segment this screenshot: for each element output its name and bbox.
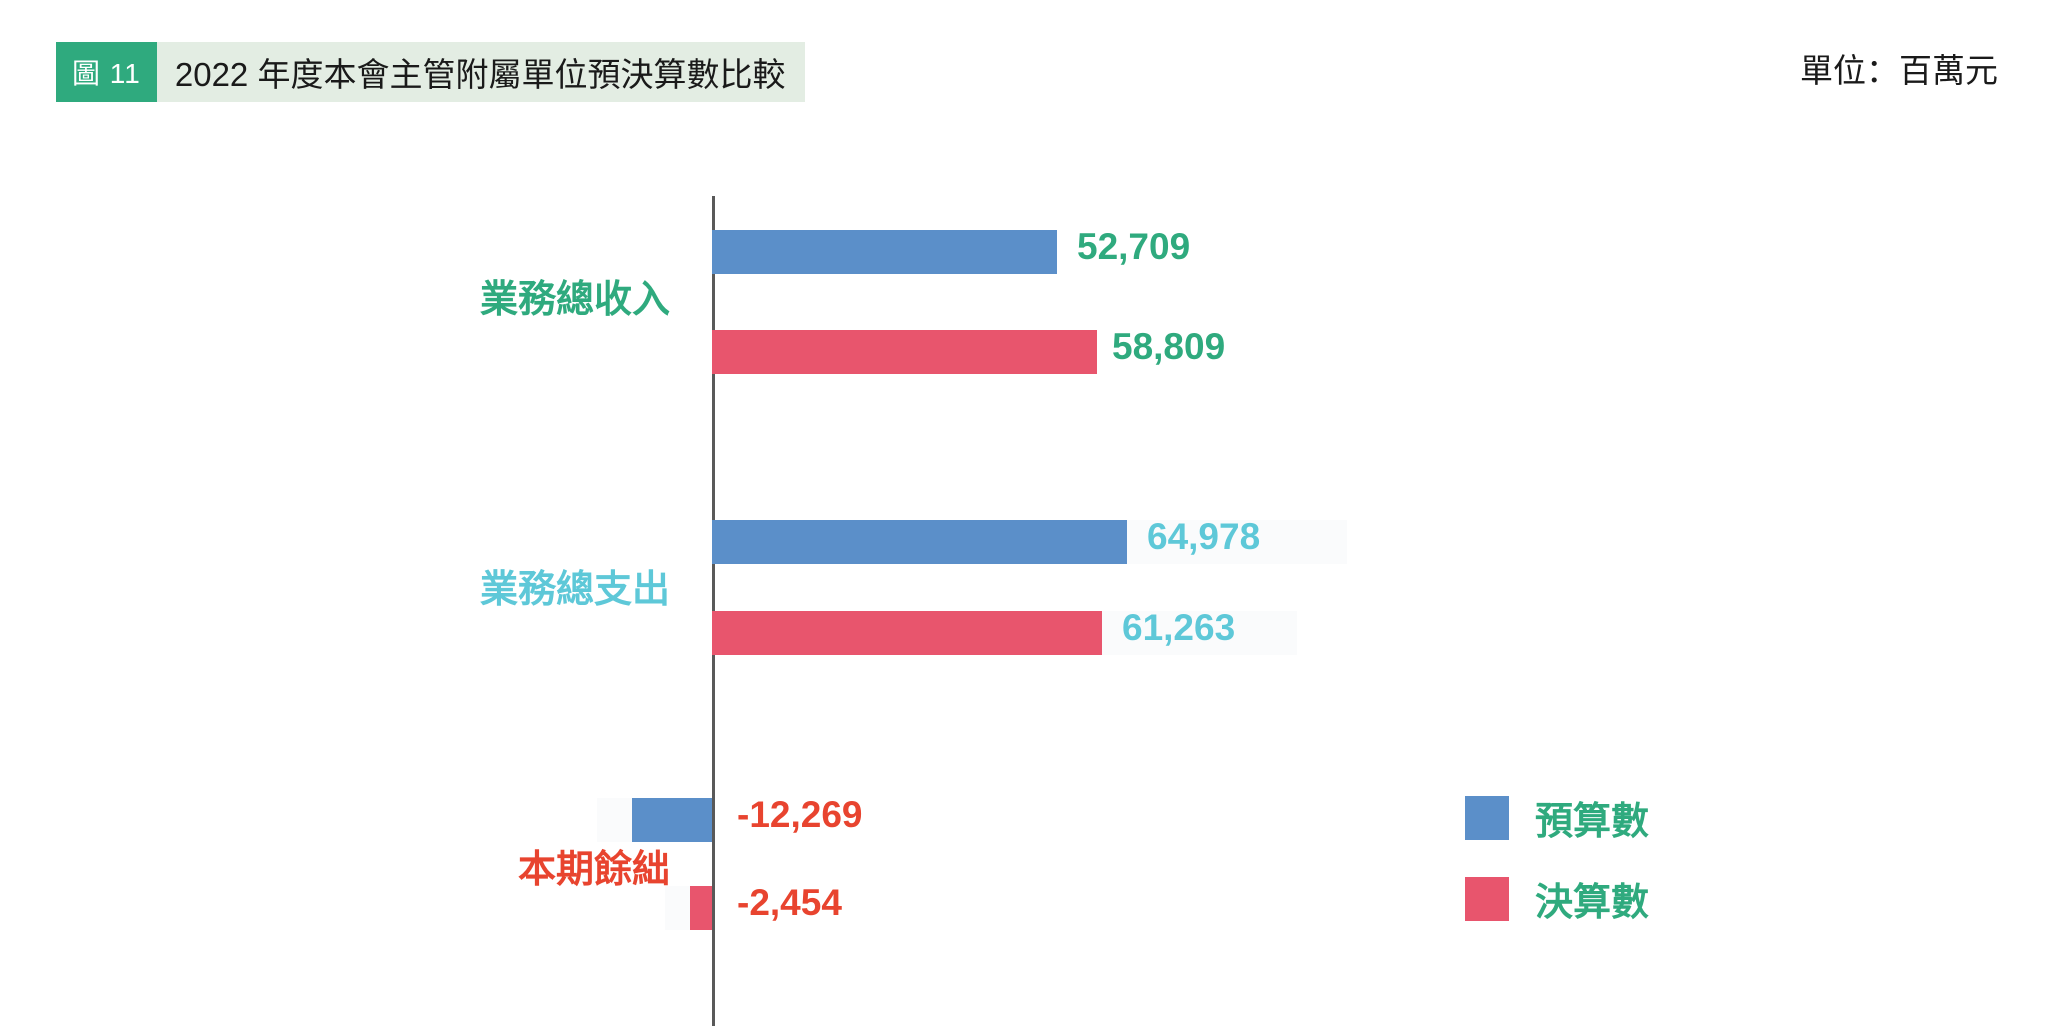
bar-row-income-actual: 58,809 — [0, 326, 2046, 374]
bar-value-income-actual: 58,809 — [1112, 326, 1226, 367]
chart-legend: 預算數 決算數 — [1465, 790, 1649, 952]
bar-value-surplus-actual: -2,454 — [737, 882, 842, 923]
bar-group-income: 業務總收入 52,709 58,809 — [0, 150, 2046, 410]
bar-expense-actual[interactable] — [712, 611, 1102, 655]
bar-surplus-budget[interactable] — [632, 798, 712, 842]
bar-surplus-actual[interactable] — [690, 886, 712, 930]
bar-row-expense-actual: 61,263 — [0, 607, 2046, 655]
chart-plot-area: 業務總收入 52,709 58,809 業務總支出 64,978 61,263 … — [0, 150, 2046, 1026]
bar-row-income-budget: 52,709 — [0, 226, 2046, 274]
legend-swatch-budget — [1465, 795, 1509, 840]
figure-badge: 圖 11 — [56, 42, 157, 102]
chart-header: 圖 11 2022 年度本會主管附屬單位預決算數比較 — [56, 42, 806, 102]
legend-label-actual: 決算數 — [1535, 882, 1650, 924]
bar-value-surplus-budget: -12,269 — [737, 794, 863, 835]
page-title: 2022 年度本會主管附屬單位預決算數比較 — [156, 42, 806, 102]
bar-value-income-budget: 52,709 — [1077, 226, 1191, 267]
legend-swatch-actual — [1465, 876, 1509, 921]
bar-value-expense-actual: 61,263 — [1122, 607, 1236, 648]
category-label-expense: 業務總支出 — [479, 569, 670, 611]
bar-income-actual[interactable] — [712, 330, 1097, 374]
legend-item-budget[interactable]: 預算數 — [1465, 790, 1649, 845]
unit-label: 單位：百萬元 — [1800, 52, 1998, 89]
bar-group-expense: 業務總支出 64,978 61,263 — [0, 430, 2046, 690]
bar-income-budget[interactable] — [712, 230, 1057, 274]
category-label-surplus: 本期餘絀 — [517, 849, 670, 891]
category-label-income: 業務總收入 — [479, 279, 670, 321]
bar-group-surplus: 本期餘絀 -12,269 -2,454 — [0, 710, 2046, 970]
legend-label-budget: 預算數 — [1535, 801, 1650, 843]
bar-expense-budget[interactable] — [712, 520, 1127, 564]
bar-row-surplus-actual: -2,454 — [0, 882, 2046, 930]
bar-row-surplus-budget: -12,269 — [0, 794, 2046, 842]
bar-value-expense-budget: 64,978 — [1147, 516, 1261, 557]
bar-row-expense-budget: 64,978 — [0, 516, 2046, 564]
legend-item-actual[interactable]: 決算數 — [1465, 871, 1649, 926]
